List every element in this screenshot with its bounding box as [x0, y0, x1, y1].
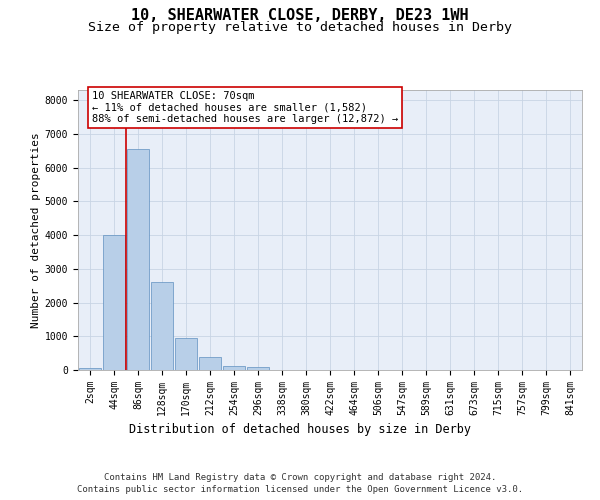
Bar: [175, 338, 197, 370]
Text: Contains public sector information licensed under the Open Government Licence v3: Contains public sector information licen…: [77, 485, 523, 494]
Bar: [247, 367, 269, 370]
Bar: [199, 357, 221, 370]
Bar: [103, 235, 125, 370]
Text: 10, SHEARWATER CLOSE, DERBY, DE23 1WH: 10, SHEARWATER CLOSE, DERBY, DE23 1WH: [131, 8, 469, 22]
Text: 10 SHEARWATER CLOSE: 70sqm
← 11% of detached houses are smaller (1,582)
88% of s: 10 SHEARWATER CLOSE: 70sqm ← 11% of deta…: [92, 90, 398, 124]
Bar: [79, 368, 101, 370]
Text: Contains HM Land Registry data © Crown copyright and database right 2024.: Contains HM Land Registry data © Crown c…: [104, 472, 496, 482]
Bar: [223, 366, 245, 370]
Bar: [151, 282, 173, 370]
Text: Distribution of detached houses by size in Derby: Distribution of detached houses by size …: [129, 422, 471, 436]
Y-axis label: Number of detached properties: Number of detached properties: [31, 132, 41, 328]
Text: Size of property relative to detached houses in Derby: Size of property relative to detached ho…: [88, 22, 512, 35]
Bar: [127, 149, 149, 370]
